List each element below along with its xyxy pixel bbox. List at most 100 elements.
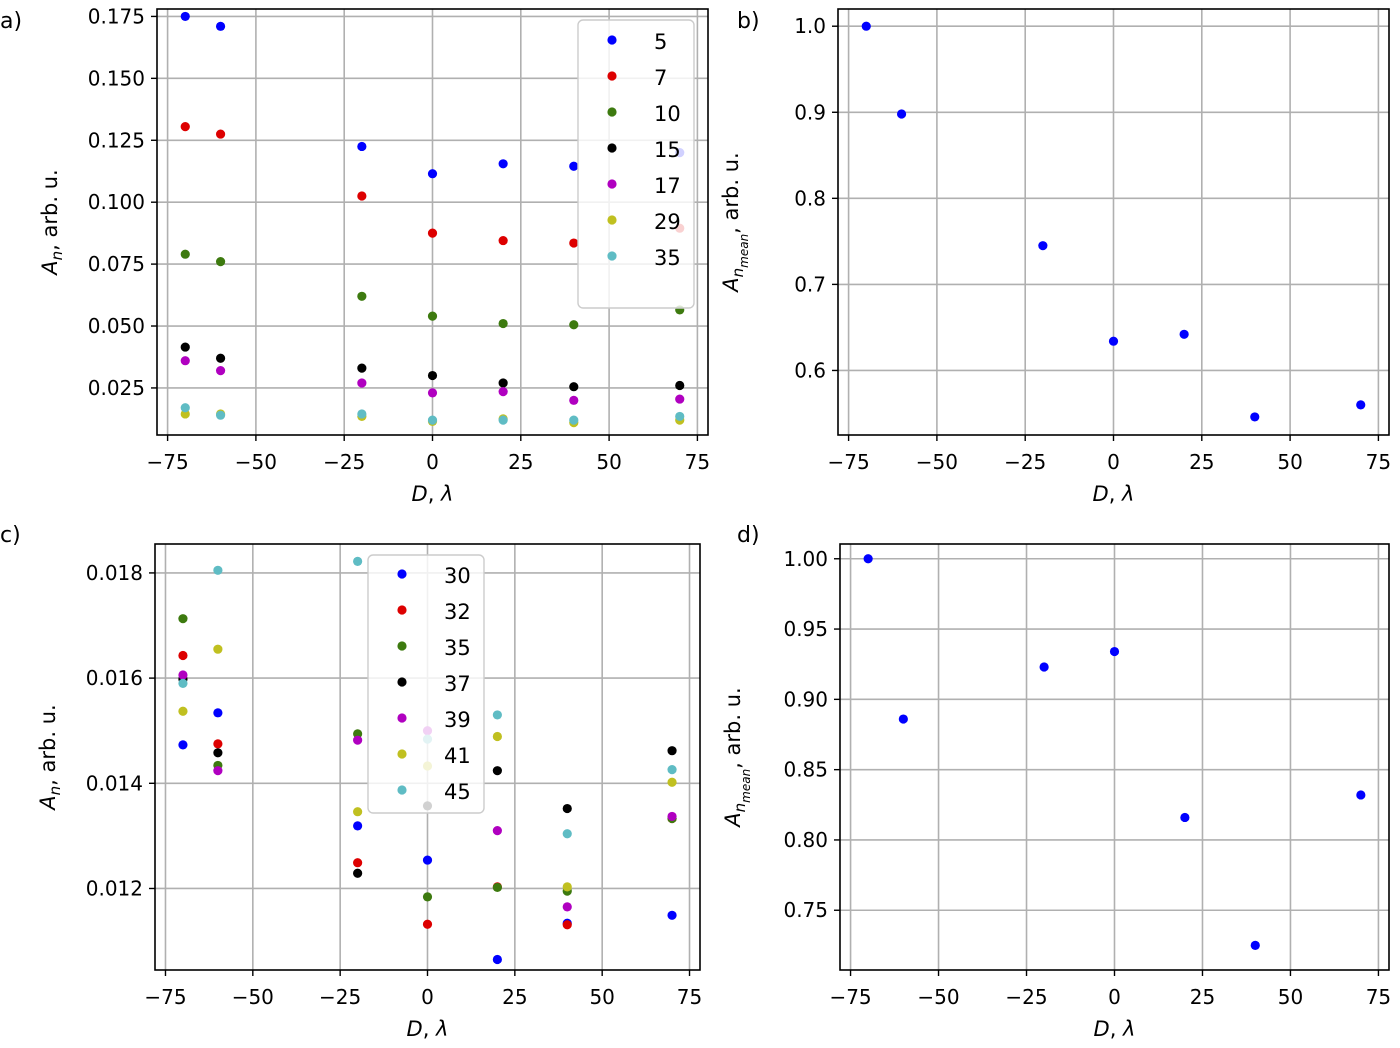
y-tick-label: 0.014 (86, 771, 143, 795)
plot-frame (839, 543, 1390, 971)
plot-frame (156, 8, 709, 436)
data-point (1108, 336, 1119, 346)
x-tick-label: −50 (235, 450, 277, 474)
legend-marker (607, 179, 617, 189)
x-tick-label: 25 (502, 985, 527, 1009)
y-tick-label: 0.050 (88, 314, 145, 338)
data-point (1356, 400, 1366, 410)
data-point (427, 388, 438, 398)
data-point (215, 129, 226, 139)
data-point (353, 735, 363, 745)
x-tick-label: 0 (1107, 450, 1120, 474)
y-tick-label: 0.85 (783, 758, 828, 782)
y-tick-label: 0.90 (783, 687, 828, 711)
x-tick-label: −75 (829, 985, 871, 1009)
legend-marker (397, 713, 407, 723)
data-point (215, 257, 226, 267)
chart-panel-c: −75 −50 −25 0 25 50 75 0.012 0.014 0.016 0.018 D, λ… (0, 523, 702, 1041)
x-tick-label: 50 (589, 985, 614, 1009)
legend-marker (397, 785, 407, 795)
data-point (353, 556, 363, 566)
x-tick-label: 0 (1108, 985, 1121, 1009)
data-point (180, 403, 190, 413)
data-point (569, 395, 579, 405)
data-point (180, 11, 190, 22)
legend-label: 41 (444, 744, 471, 768)
data-point (178, 650, 188, 661)
data-point (353, 821, 363, 831)
data-point (1179, 329, 1189, 339)
legend-label: 10 (654, 102, 681, 126)
data-point (863, 554, 873, 564)
legend-label: 30 (444, 564, 471, 588)
data-point (562, 829, 572, 839)
data-point (213, 708, 223, 718)
data-point (667, 811, 677, 822)
legend-label: 7 (654, 66, 667, 90)
y-tick-label: 0.6 (794, 358, 826, 382)
x-tick-label: −25 (323, 450, 365, 474)
data-point (498, 378, 508, 388)
x-tick-label: 75 (1366, 985, 1391, 1009)
x-tick-label: −50 (232, 985, 274, 1009)
data-point (422, 919, 433, 929)
data-point (667, 910, 677, 920)
legend-box (367, 554, 485, 814)
legend-label: 17 (654, 174, 681, 198)
data-point (1039, 662, 1049, 672)
x-tick-label: 25 (508, 450, 533, 474)
y-tick-label: 0.125 (88, 128, 145, 152)
data-point (569, 382, 579, 392)
data-point (675, 394, 685, 404)
x-tick-label: −75 (827, 450, 869, 474)
data-point (215, 366, 226, 376)
legend-box (577, 19, 695, 309)
data-point (353, 729, 363, 739)
y-axis-label: An, arb. u. (38, 169, 66, 276)
legend-marker (607, 107, 617, 117)
data-point (569, 415, 579, 425)
data-point (562, 920, 572, 930)
data-point (180, 356, 190, 366)
data-point (498, 318, 508, 329)
legend-marker (607, 35, 617, 45)
y-tick-label: 0.95 (783, 617, 828, 641)
data-point (492, 731, 502, 742)
y-tick-label: 1.00 (783, 547, 828, 571)
legend-marker (607, 251, 617, 261)
y-tick-label: 0.150 (88, 66, 145, 90)
y-tick-label: 0.075 (88, 252, 145, 276)
panel-label: a) (0, 9, 22, 34)
data-point (215, 353, 226, 363)
data-point (667, 777, 677, 787)
y-axis-label: Anmean, arb. u. (721, 687, 753, 828)
x-tick-label: 0 (421, 985, 434, 1009)
data-point (1109, 646, 1120, 657)
data-point (498, 235, 508, 246)
x-tick-label: 50 (596, 450, 621, 474)
data-point (357, 378, 367, 388)
x-tick-label: −75 (146, 450, 188, 474)
data-point (492, 826, 502, 836)
x-axis-label: D, λ (1094, 1017, 1136, 1041)
y-tick-label: 0.018 (86, 561, 143, 585)
data-point (213, 565, 223, 575)
data-point (861, 21, 871, 31)
data-point (562, 882, 572, 892)
data-point (178, 670, 188, 680)
x-tick-label: 50 (1277, 450, 1302, 474)
x-axis-label: D, λ (412, 482, 454, 506)
data-point (1250, 412, 1260, 422)
chart-panel-d: −75 −50 −25 0 25 50 75 0.75 0.80 0.85 0.90 0.95 1.00… (721, 523, 1391, 1041)
data-point (215, 410, 226, 420)
data-point (213, 748, 223, 758)
data-point (498, 387, 508, 397)
x-tick-label: −25 (319, 985, 361, 1009)
legend-label: 32 (444, 600, 471, 624)
data-point (667, 765, 677, 775)
x-tick-label: 75 (1366, 450, 1391, 474)
data-point (353, 807, 363, 817)
data-point (427, 311, 438, 321)
x-tick-label: 50 (1278, 985, 1303, 1009)
data-point (215, 21, 226, 31)
